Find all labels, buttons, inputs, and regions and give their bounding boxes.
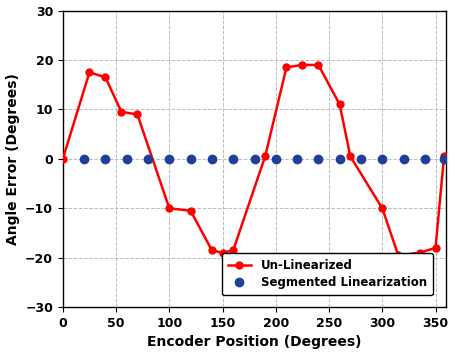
- Segmented Linearization: [358, 157, 364, 161]
- Segmented Linearization: [145, 157, 151, 161]
- Segmented Linearization: [337, 157, 343, 161]
- Un-Linearized: [441, 154, 447, 159]
- Un-Linearized: [209, 248, 215, 252]
- Segmented Linearization: [167, 157, 172, 161]
- Un-Linearized: [379, 206, 385, 211]
- Segmented Linearization: [379, 157, 385, 161]
- Y-axis label: Angle Error (Degrees): Angle Error (Degrees): [5, 73, 20, 245]
- Segmented Linearization: [316, 157, 321, 161]
- Legend: Un-Linearized, Segmented Linearization: Un-Linearized, Segmented Linearization: [222, 253, 433, 295]
- Un-Linearized: [417, 251, 422, 255]
- Segmented Linearization: [124, 157, 130, 161]
- Segmented Linearization: [81, 157, 87, 161]
- Segmented Linearization: [231, 157, 236, 161]
- X-axis label: Encoder Position (Degrees): Encoder Position (Degrees): [147, 335, 362, 349]
- Un-Linearized: [220, 251, 225, 255]
- Un-Linearized: [300, 63, 305, 67]
- Un-Linearized: [263, 154, 268, 159]
- Segmented Linearization: [252, 157, 257, 161]
- Un-Linearized: [167, 206, 172, 211]
- Segmented Linearization: [103, 157, 108, 161]
- Un-Linearized: [284, 65, 289, 70]
- Line: Segmented Linearization: Segmented Linearization: [80, 155, 448, 163]
- Un-Linearized: [433, 246, 438, 250]
- Segmented Linearization: [422, 157, 428, 161]
- Segmented Linearization: [209, 157, 215, 161]
- Un-Linearized: [87, 70, 92, 75]
- Un-Linearized: [60, 157, 66, 161]
- Segmented Linearization: [441, 157, 447, 161]
- Un-Linearized: [135, 112, 140, 116]
- Un-Linearized: [316, 63, 321, 67]
- Un-Linearized: [188, 209, 193, 213]
- Line: Un-Linearized: Un-Linearized: [59, 61, 448, 259]
- Segmented Linearization: [294, 157, 300, 161]
- Segmented Linearization: [188, 157, 193, 161]
- Un-Linearized: [395, 253, 401, 257]
- Un-Linearized: [348, 154, 353, 159]
- Segmented Linearization: [401, 157, 406, 161]
- Un-Linearized: [231, 248, 236, 252]
- Segmented Linearization: [273, 157, 278, 161]
- Un-Linearized: [119, 110, 124, 114]
- Un-Linearized: [337, 102, 343, 106]
- Un-Linearized: [103, 75, 108, 80]
